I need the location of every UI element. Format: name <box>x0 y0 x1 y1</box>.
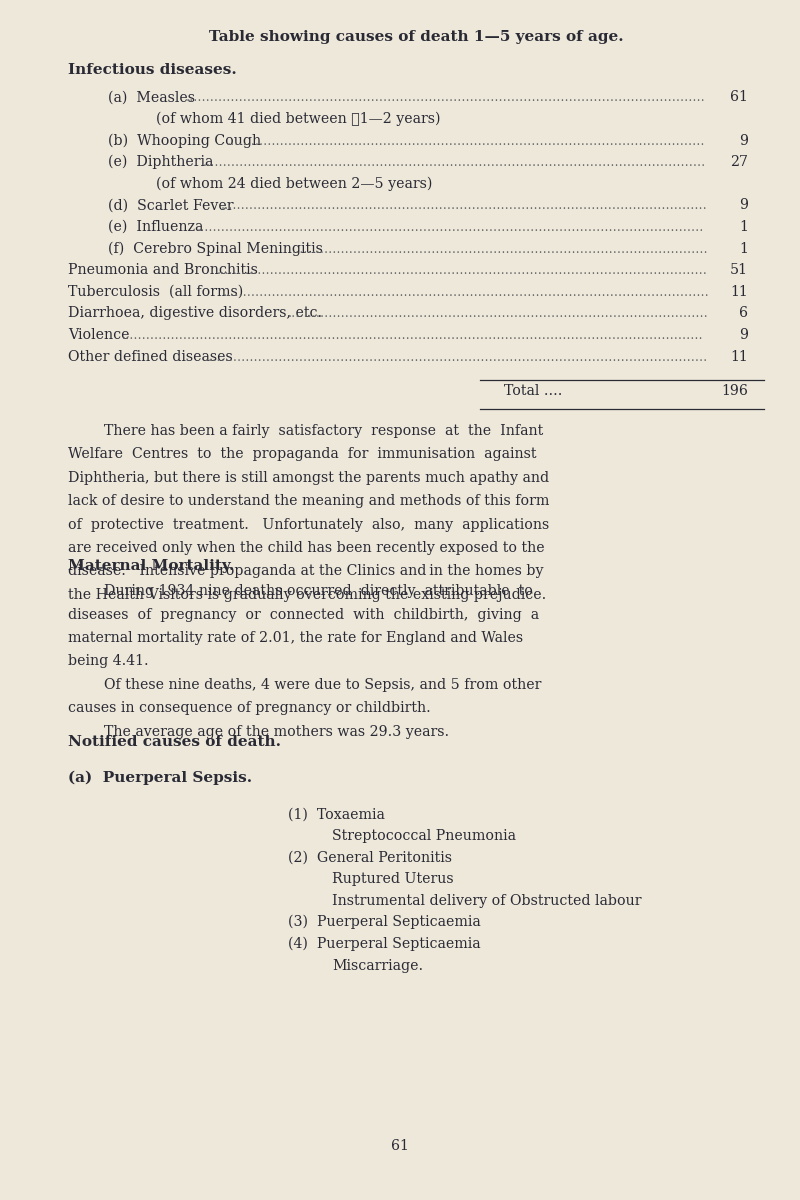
Text: ................................................................................: ........................................… <box>222 286 709 299</box>
Text: ................................................................................: ........................................… <box>292 242 709 256</box>
Text: 27: 27 <box>730 155 748 169</box>
Text: ................................................................................: ........................................… <box>198 221 705 234</box>
Text: 196: 196 <box>721 384 748 397</box>
Text: being 4.41.: being 4.41. <box>68 654 149 668</box>
Text: (a)  Measles: (a) Measles <box>108 90 195 104</box>
Text: Violence: Violence <box>68 328 130 342</box>
Text: ................................................................................: ........................................… <box>205 350 708 364</box>
Text: Other defined diseases: Other defined diseases <box>68 349 233 364</box>
Text: 11: 11 <box>730 349 748 364</box>
Text: ................................................................................: ........................................… <box>186 91 705 104</box>
Text: ................................................................................: ........................................… <box>216 264 707 277</box>
Text: Infectious diseases.: Infectious diseases. <box>68 62 237 77</box>
Text: the Health Visitors is gradually overcoming the existing prejudice.: the Health Visitors is gradually overcom… <box>68 588 546 601</box>
Text: (f)  Cerebro Spinal Meningitis: (f) Cerebro Spinal Meningitis <box>108 241 323 256</box>
Text: (4)  Puerperal Septicaemia: (4) Puerperal Septicaemia <box>288 937 481 950</box>
Text: 9: 9 <box>739 133 748 148</box>
Text: ................................................................................: ........................................… <box>221 199 708 212</box>
Text: Tuberculosis  (all forms): Tuberculosis (all forms) <box>68 284 243 299</box>
Text: There has been a fairly  satisfactory  response  at  the  Infant: There has been a fairly satisfactory res… <box>68 424 543 438</box>
Text: (of whom 24 died between 2—5 years): (of whom 24 died between 2—5 years) <box>156 176 432 191</box>
Text: 1: 1 <box>739 241 748 256</box>
Text: lack of desire to understand the meaning and methods of this form: lack of desire to understand the meaning… <box>68 494 550 508</box>
Text: (b)  Whooping Cough: (b) Whooping Cough <box>108 133 261 148</box>
Text: Notified causes of death.: Notified causes of death. <box>68 736 281 749</box>
Text: (e)  Influenza: (e) Influenza <box>108 220 203 234</box>
Text: Welfare  Centres  to  the  propaganda  for  immunisation  against: Welfare Centres to the propaganda for im… <box>68 448 537 461</box>
Text: 9: 9 <box>739 198 748 212</box>
Text: ................................................................................: ........................................… <box>287 307 708 320</box>
Text: are received only when the child has been recently exposed to the: are received only when the child has bee… <box>68 541 545 554</box>
Text: Table showing causes of death 1—5 years of age.: Table showing causes of death 1—5 years … <box>209 30 623 44</box>
Text: of  protective  treatment.   Unfortunately  also,  many  applications: of protective treatment. Unfortunately a… <box>68 517 550 532</box>
Text: 61: 61 <box>730 90 748 104</box>
Text: Diphtheria, but there is still amongst the parents much apathy and: Diphtheria, but there is still amongst t… <box>68 470 549 485</box>
Text: (2)  General Peritonitis: (2) General Peritonitis <box>288 851 452 864</box>
Text: 1: 1 <box>739 220 748 234</box>
Text: (a)  Puerperal Sepsis.: (a) Puerperal Sepsis. <box>68 772 252 786</box>
Text: 9: 9 <box>739 328 748 342</box>
Text: Total ....: Total .... <box>504 384 562 397</box>
Text: (d)  Scarlet Fever: (d) Scarlet Fever <box>108 198 234 212</box>
Text: 6: 6 <box>739 306 748 320</box>
Text: Instrumental delivery of Obstructed labour: Instrumental delivery of Obstructed labo… <box>332 894 642 907</box>
Text: 61: 61 <box>391 1139 409 1152</box>
Text: maternal mortality rate of 2.01, the rate for England and Wales: maternal mortality rate of 2.01, the rat… <box>68 631 523 646</box>
Text: ................................................................................: ........................................… <box>203 156 706 169</box>
Text: 51: 51 <box>730 263 748 277</box>
Text: causes in consequence of pregnancy or childbirth.: causes in consequence of pregnancy or ch… <box>68 701 430 715</box>
Text: Of these nine deaths, 4 were due to Sepsis, and 5 from other: Of these nine deaths, 4 were due to Seps… <box>68 678 542 691</box>
Text: diseases  of  pregnancy  or  connected  with  childbirth,  giving  a: diseases of pregnancy or connected with … <box>68 607 539 622</box>
Text: Maternal Mortality.: Maternal Mortality. <box>68 559 234 572</box>
Text: (of whom 41 died between Ⱋ1—2 years): (of whom 41 died between Ⱋ1—2 years) <box>156 112 441 126</box>
Text: Streptococcal Pneumonia: Streptococcal Pneumonia <box>332 829 516 842</box>
Text: Miscarriage.: Miscarriage. <box>332 959 423 972</box>
Text: During 1934 nine deaths occurred  directly  attributable  to: During 1934 nine deaths occurred directl… <box>68 584 533 599</box>
Text: Ruptured Uterus: Ruptured Uterus <box>332 872 454 886</box>
Text: ................................................................................: ........................................… <box>227 134 706 148</box>
Text: disease.   Intensive propaganda at the Clinics and in the homes by: disease. Intensive propaganda at the Cli… <box>68 564 543 578</box>
Text: (1)  Toxaemia: (1) Toxaemia <box>288 808 385 821</box>
Text: Diarrhoea, digestive disorders, etc.: Diarrhoea, digestive disorders, etc. <box>68 306 322 320</box>
Text: 11: 11 <box>730 284 748 299</box>
Text: ................................................................................: ........................................… <box>122 329 703 342</box>
Text: (e)  Diphtheria: (e) Diphtheria <box>108 155 214 169</box>
Text: Pneumonia and Bronchitis: Pneumonia and Bronchitis <box>68 263 258 277</box>
Text: (3)  Puerperal Septicaemia: (3) Puerperal Septicaemia <box>288 916 481 929</box>
Text: The average age of the mothers was 29.3 years.: The average age of the mothers was 29.3 … <box>68 725 449 739</box>
